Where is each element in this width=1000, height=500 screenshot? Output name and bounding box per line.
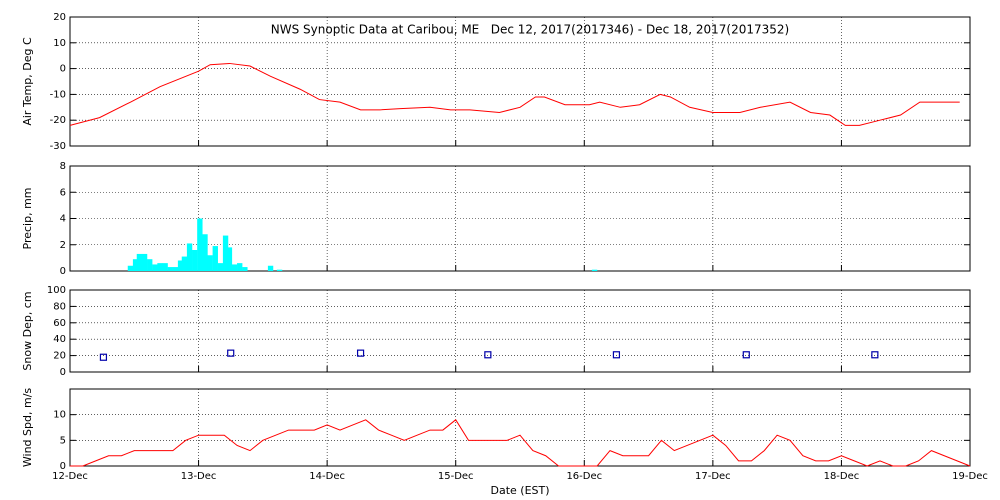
bar [186, 243, 193, 271]
bar [192, 250, 198, 271]
y-tick-label: 100 [47, 285, 66, 296]
point [356, 349, 365, 357]
y-axis-label: Precip, mm [21, 188, 34, 250]
x-axis-label: Date (EST) [490, 484, 549, 497]
y-axis-label: Snow Dep, cm [21, 291, 34, 370]
bar [147, 259, 153, 271]
point [99, 353, 108, 361]
y-tick-label: -20 [50, 115, 66, 126]
x-tick-label: 14-Dec [309, 471, 345, 482]
chart-title: NWS Synoptic Data at Caribou, ME Dec 12,… [271, 23, 789, 37]
point [612, 351, 621, 359]
x-tick-label: 12-Dec [52, 471, 88, 482]
bar [242, 267, 248, 271]
y-tick-label: 0 [60, 367, 66, 378]
bar [226, 247, 233, 271]
y-tick-label: 4 [60, 214, 66, 225]
bar [276, 269, 283, 271]
bar [132, 259, 139, 271]
y-axis-label: Wind Spd, m/s [21, 388, 34, 468]
bar [212, 246, 218, 271]
y-tick-label: 0 [60, 64, 66, 75]
point [871, 351, 879, 359]
y-tick-label: 10 [53, 410, 66, 421]
bar [217, 263, 224, 271]
bar [231, 264, 238, 271]
y-tick-label: 40 [53, 334, 66, 345]
x-tick-label: 13-Dec [181, 471, 217, 482]
bar [207, 255, 213, 271]
bar [152, 264, 158, 271]
bar [172, 267, 179, 271]
y-tick-label: 20 [53, 351, 66, 362]
bar [267, 265, 274, 271]
bar [181, 256, 188, 271]
y-tick-label: 0 [60, 266, 66, 277]
bar [202, 234, 208, 271]
y-tick-label: 10 [53, 38, 66, 49]
y-tick-label: 6 [60, 187, 66, 198]
bar [591, 269, 598, 271]
point [227, 349, 235, 357]
point [742, 351, 750, 359]
x-tick-label: 19-Dec [952, 471, 988, 482]
y-tick-label: 0 [60, 461, 66, 472]
point [484, 351, 492, 359]
y-tick-label: -30 [50, 141, 66, 152]
data-line [70, 419, 971, 467]
bar [127, 265, 134, 271]
x-tick-label: 16-Dec [566, 471, 602, 482]
bar [237, 263, 243, 271]
bar [141, 253, 148, 271]
plot-frame [69, 289, 971, 373]
bar [167, 267, 173, 271]
bar [197, 218, 203, 271]
x-tick-label: 18-Dec [824, 471, 860, 482]
plot-frame [69, 388, 971, 467]
y-tick-label: 8 [60, 161, 66, 172]
data-line [69, 62, 960, 126]
y-tick-label: 60 [53, 318, 66, 329]
y-tick-label: 80 [53, 301, 66, 312]
bar [177, 260, 184, 271]
y-tick-label: 2 [60, 240, 66, 251]
y-axis-label: Air Temp, Deg C [21, 37, 34, 126]
y-tick-label: -10 [50, 89, 66, 100]
bar [136, 253, 143, 271]
y-tick-label: 5 [60, 435, 66, 446]
bar [157, 263, 163, 271]
bar [222, 235, 229, 271]
x-tick-label: 15-Dec [438, 471, 474, 482]
y-tick-label: 20 [53, 12, 66, 23]
x-tick-label: 17-Dec [695, 471, 731, 482]
bar [162, 263, 168, 271]
